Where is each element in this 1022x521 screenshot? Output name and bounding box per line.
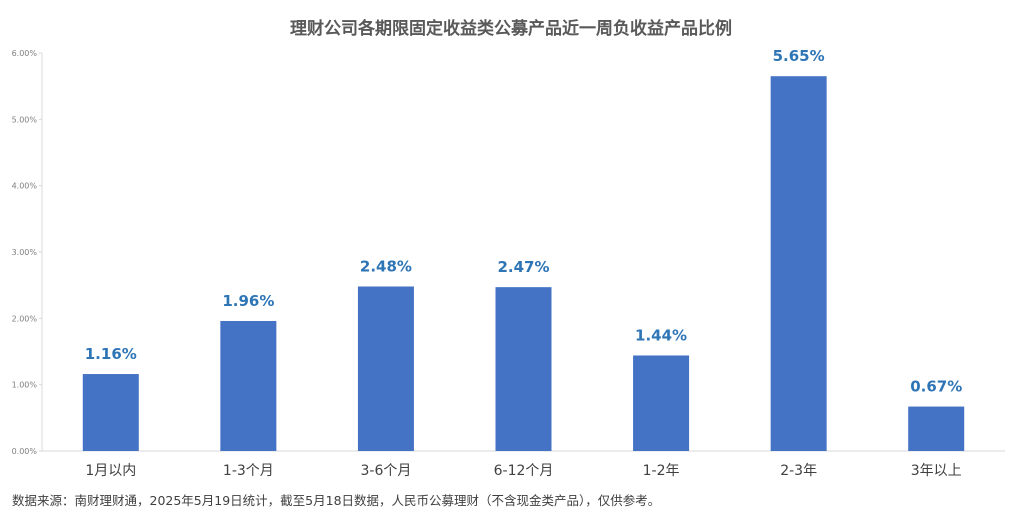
x-tick-label: 6-12个月 bbox=[494, 463, 554, 479]
y-tick-label: 4.00% bbox=[12, 182, 38, 191]
y-tick-label: 0.00% bbox=[12, 447, 38, 456]
x-tick-label: 1-3个月 bbox=[223, 463, 274, 479]
y-tick-label: 5.00% bbox=[12, 115, 38, 124]
x-tick-label: 1-2年 bbox=[643, 463, 680, 479]
y-tick-label: 1.00% bbox=[12, 381, 38, 390]
data-label: 0.67% bbox=[910, 378, 962, 396]
data-label: 1.96% bbox=[222, 292, 274, 310]
x-tick-label: 1月以内 bbox=[85, 463, 136, 479]
bar bbox=[82, 374, 139, 451]
bar bbox=[770, 76, 827, 451]
x-tick-label: 2-3年 bbox=[780, 463, 817, 479]
data-label: 2.48% bbox=[360, 257, 412, 275]
data-label: 5.65% bbox=[773, 47, 825, 65]
bar bbox=[633, 355, 690, 451]
x-tick-label: 3年以上 bbox=[911, 463, 962, 479]
y-tick-label: 6.00% bbox=[12, 49, 38, 58]
bar bbox=[220, 320, 277, 451]
bar bbox=[495, 287, 552, 451]
data-label: 1.44% bbox=[635, 326, 687, 344]
bar bbox=[908, 406, 965, 451]
y-tick-label: 3.00% bbox=[12, 248, 38, 257]
bar bbox=[357, 286, 414, 451]
x-tick-label: 3-6个月 bbox=[360, 463, 411, 479]
y-tick-label: 2.00% bbox=[12, 314, 38, 323]
data-label: 1.16% bbox=[85, 345, 137, 363]
data-label: 2.47% bbox=[497, 258, 549, 276]
chart-title: 理财公司各期限固定收益类公募产品近一周负收益产品比例 bbox=[290, 19, 732, 39]
source-note: 数据来源：南财理财通，2025年5月19日统计，截至5月18日数据，人民币公募理… bbox=[12, 493, 661, 508]
